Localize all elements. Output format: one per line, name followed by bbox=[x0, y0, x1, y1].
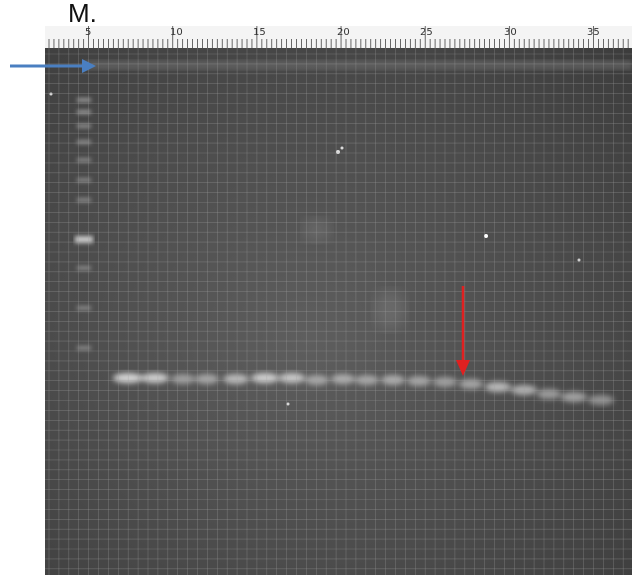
gel-band bbox=[251, 373, 279, 383]
ruler-number: 20 bbox=[337, 27, 350, 38]
gel-band bbox=[113, 373, 143, 383]
gel-photo bbox=[45, 48, 632, 575]
gel-band bbox=[511, 385, 537, 395]
lane-ruler: 5 10 15 20 25 30 35 bbox=[45, 26, 632, 49]
gel-band bbox=[381, 375, 405, 385]
ruler-number: 10 bbox=[170, 27, 183, 38]
gel-band bbox=[141, 373, 169, 383]
gel-band bbox=[223, 374, 249, 384]
gel-band bbox=[171, 374, 195, 384]
gel-band bbox=[433, 377, 457, 387]
gel-band bbox=[537, 389, 561, 399]
gel-band bbox=[279, 373, 305, 383]
gel-band bbox=[355, 375, 379, 385]
ruler-number: 35 bbox=[587, 27, 600, 38]
ruler-ticks bbox=[48, 26, 629, 48]
ruler-number: 25 bbox=[420, 27, 433, 38]
gel-band bbox=[305, 375, 329, 385]
ruler-number: 30 bbox=[504, 27, 517, 38]
gel-image bbox=[45, 48, 632, 575]
gel-band bbox=[407, 376, 431, 386]
gel-band bbox=[195, 374, 219, 384]
gel-band bbox=[588, 395, 614, 405]
ruler-number: 5 bbox=[85, 27, 92, 38]
gel-grid-overlay bbox=[45, 48, 632, 575]
sample-bands bbox=[113, 373, 614, 405]
gel-band bbox=[459, 379, 483, 389]
gel-band bbox=[561, 392, 587, 402]
marker-lane-label: M. bbox=[68, 0, 97, 28]
dna-ladder bbox=[75, 98, 93, 350]
ruler-number: 15 bbox=[253, 27, 266, 38]
gel-band bbox=[331, 374, 355, 384]
gel-band bbox=[485, 382, 511, 392]
